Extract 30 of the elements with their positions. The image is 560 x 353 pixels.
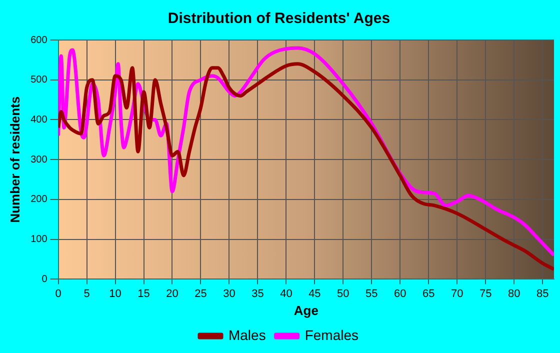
x-tick-label: 60 — [394, 288, 406, 300]
x-tick-label: 25 — [194, 288, 207, 300]
x-tick-label: 35 — [252, 288, 264, 300]
y-tick-label: 300 — [30, 154, 48, 166]
x-tick-label: 0 — [55, 288, 62, 300]
x-tick-label: 65 — [422, 288, 435, 300]
y-tick-label: 100 — [30, 234, 48, 246]
x-tick-label: 70 — [451, 288, 464, 300]
x-tick-label: 40 — [280, 288, 292, 300]
legend-label: Females — [304, 326, 359, 343]
x-tick-label: 50 — [337, 288, 350, 300]
y-tick-label: 600 — [30, 34, 48, 46]
x-tick-label: 80 — [508, 288, 520, 300]
x-tick-label: 5 — [84, 288, 90, 300]
x-tick-label: 75 — [480, 288, 492, 300]
x-tick-label: 85 — [536, 288, 549, 300]
y-tick-label: 0 — [42, 274, 48, 285]
chart-title: Distribution of Residents' Ages — [168, 10, 390, 28]
x-tick-label: 55 — [366, 288, 378, 300]
y-tick-label: 400 — [30, 114, 48, 126]
y-axis-title: Number of residents — [7, 96, 22, 223]
y-tick-label: 200 — [30, 194, 48, 206]
x-tick-label: 15 — [138, 288, 150, 300]
x-tick-label: 10 — [109, 288, 122, 300]
x-axis-title: Age — [294, 302, 318, 318]
x-tick-label: 20 — [166, 288, 178, 300]
y-tick-label: 500 — [30, 74, 48, 86]
x-tick-label: 45 — [308, 288, 321, 300]
legend-label: Males — [228, 326, 266, 343]
x-tick-label: 30 — [223, 288, 236, 300]
